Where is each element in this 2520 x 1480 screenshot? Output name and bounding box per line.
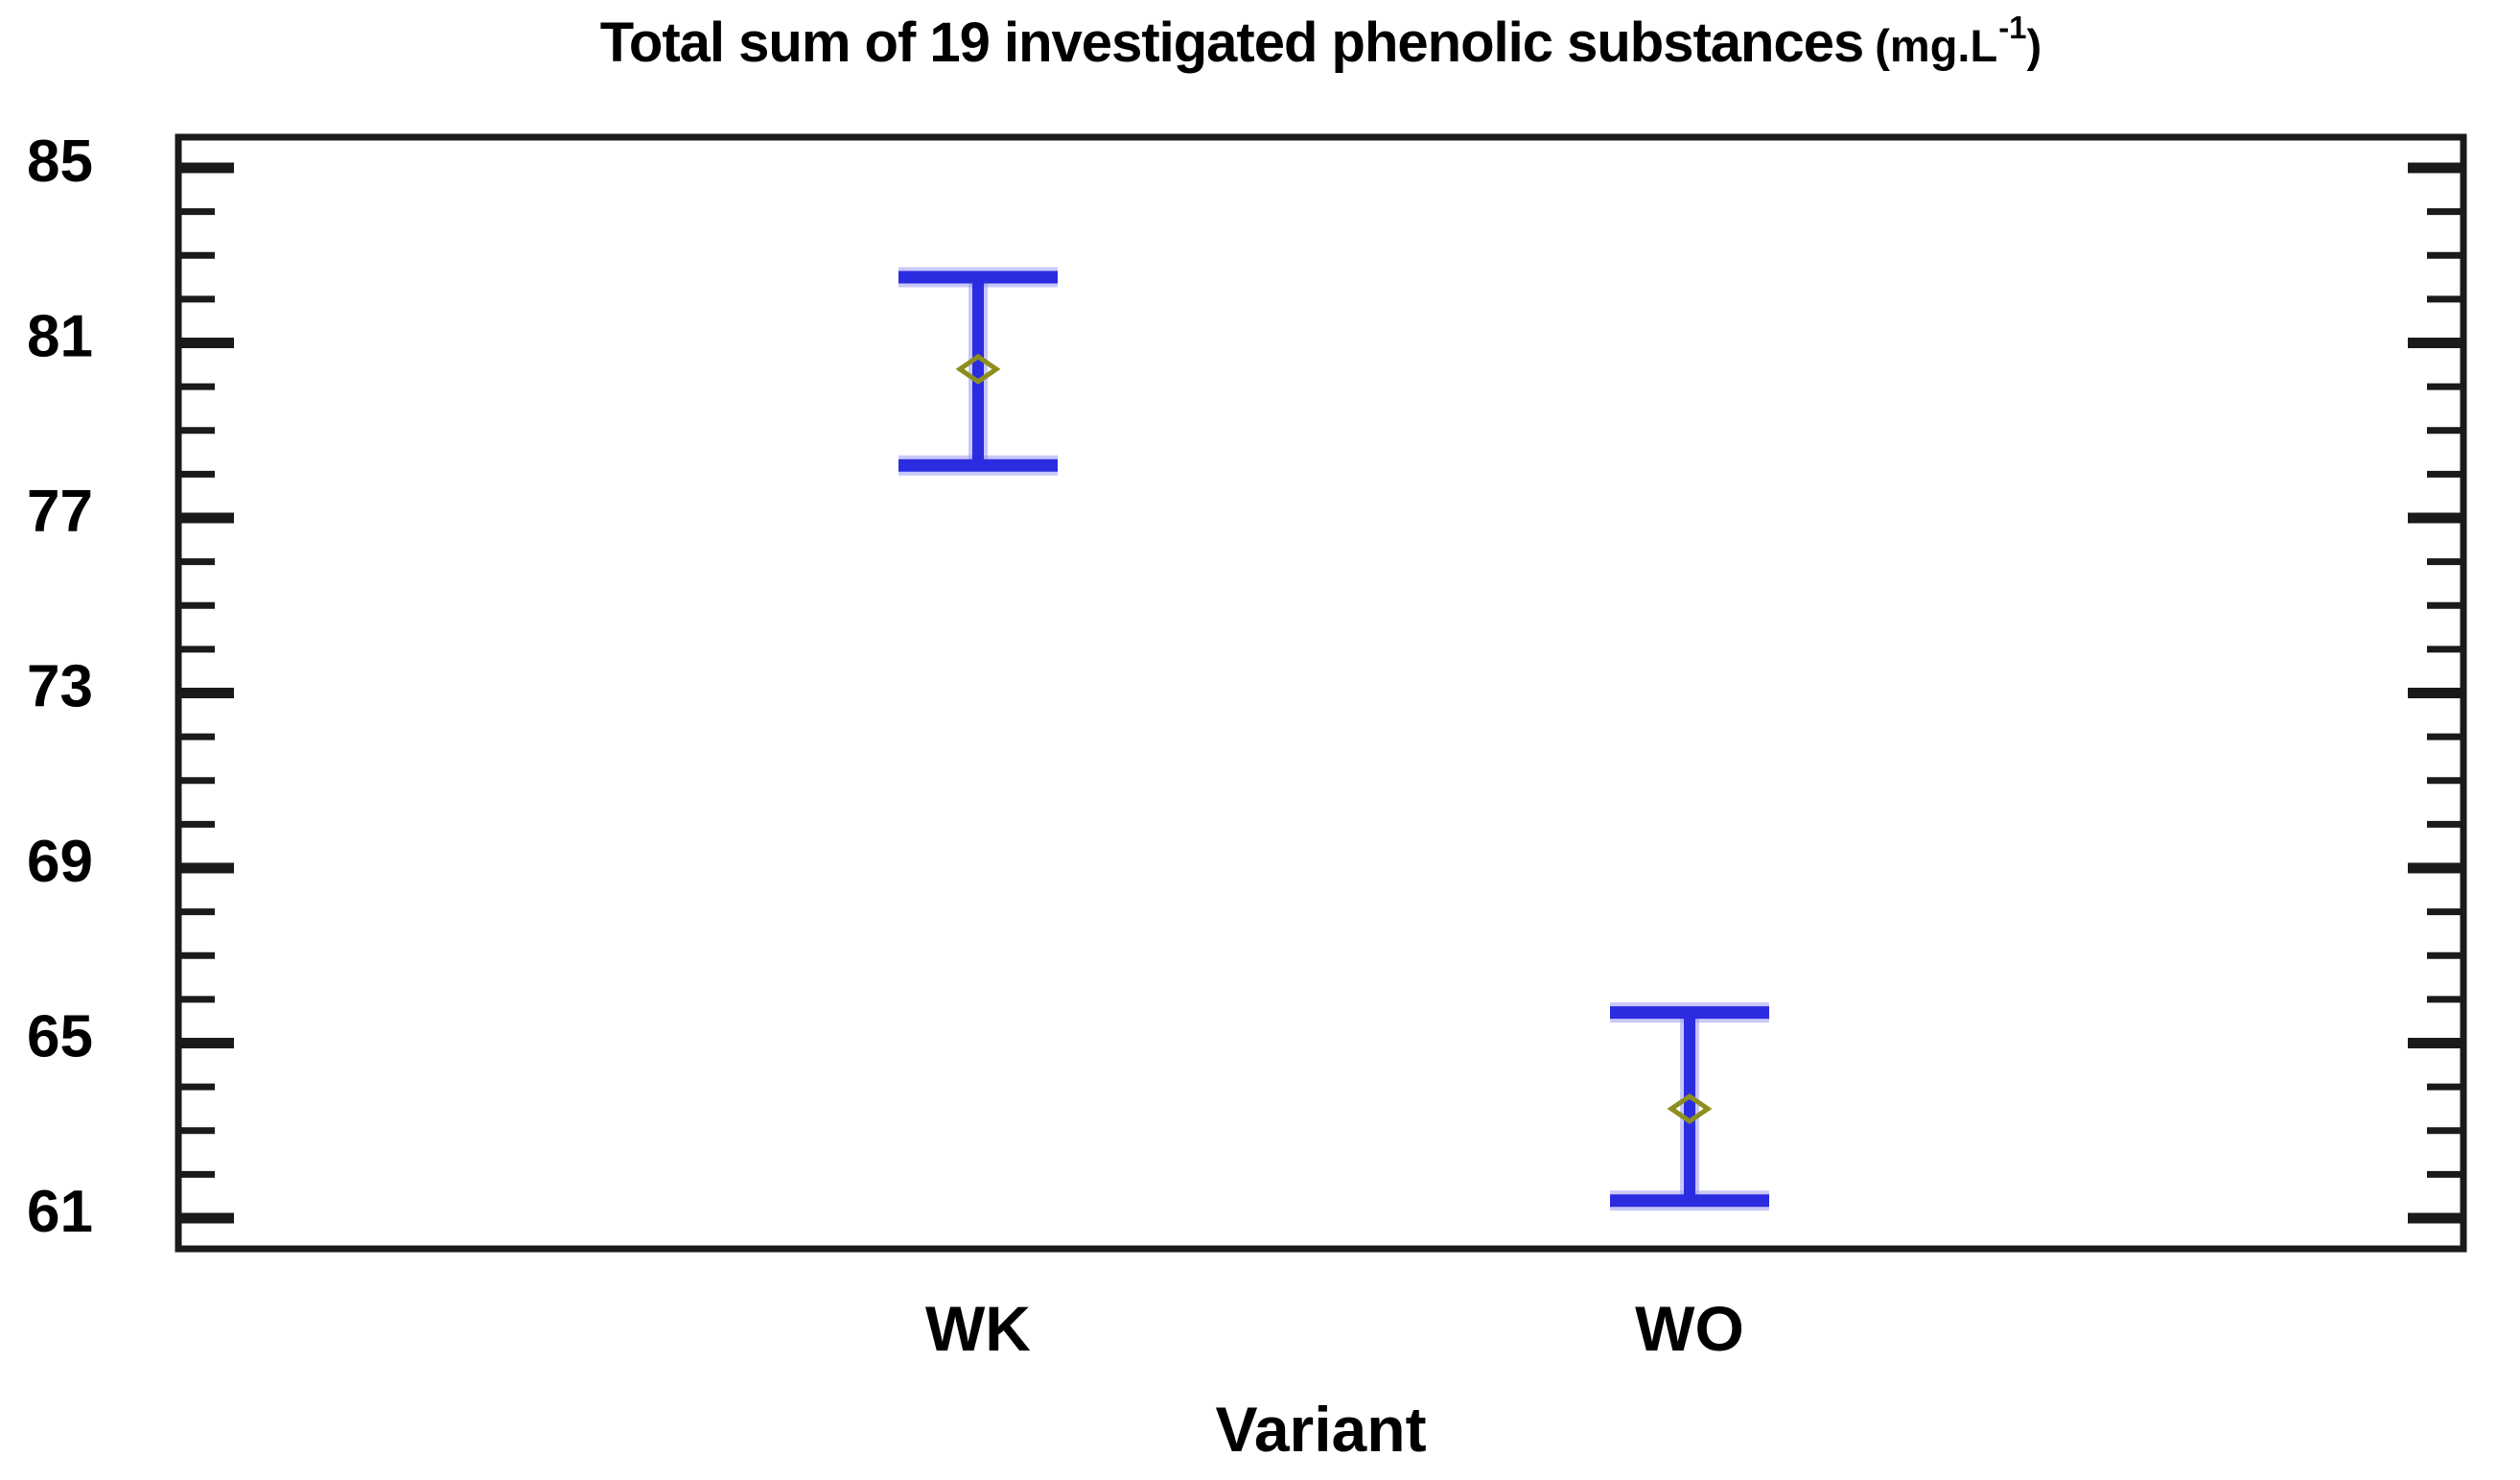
y-tick-label: 77 <box>27 479 93 545</box>
unit-exponent: -1 <box>1998 10 2027 45</box>
x-axis-title: Variant <box>1215 1394 1427 1465</box>
y-tick-label: 65 <box>27 1004 93 1070</box>
y-tick-label: 69 <box>27 829 93 895</box>
mean-marker-diamond <box>955 353 1001 385</box>
x-category-label: WO <box>1635 1293 1744 1364</box>
unit-open: (mg.L <box>1875 20 1998 71</box>
chart-title: Total sum of 19 investigated phenolic su… <box>178 10 2463 75</box>
unit-close: ) <box>2026 20 2042 71</box>
y-tick-label: 61 <box>27 1179 93 1245</box>
plot-frame <box>175 133 2467 1253</box>
chart-title-text: Total sum of 19 investigated phenolic su… <box>599 12 1864 74</box>
chart-title-unit: (mg.L-1) <box>1875 10 2042 71</box>
y-tick-label: 81 <box>27 303 93 369</box>
mean-marker-diamond <box>1667 1092 1713 1125</box>
errorbar-wo <box>1610 1002 1769 1211</box>
y-tick-label: 85 <box>27 129 93 195</box>
errorbar-wk <box>898 267 1058 476</box>
y-tick-label: 73 <box>27 654 93 720</box>
x-category-label: WK <box>925 1293 1031 1364</box>
